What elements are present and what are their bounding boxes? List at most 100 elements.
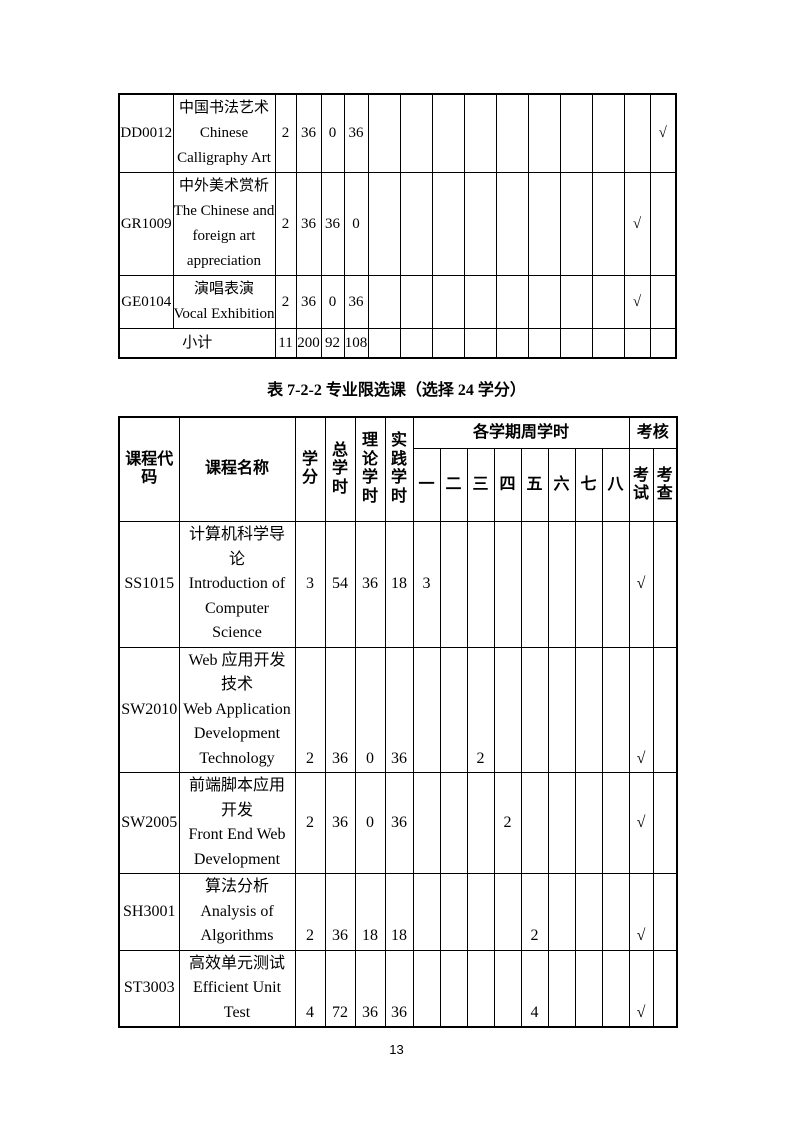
inspection-checkmark-cell [652,873,678,951]
exam-checkmark-cell: √ [628,949,654,1028]
course-row-DD0012: DD0012 中国书法艺术 Chinese Calligraphy Art 2 … [118,93,677,173]
header-semester-row: 一 二 三 四 五 六 七 八 考 试 考 查 [119,448,678,522]
practice-hours-cell: 0 [343,172,369,276]
subtotal-sem-3-cell [431,328,465,358]
sem-3-cell [466,521,495,648]
sem-5-cell: 4 [520,949,549,1028]
sem-5-cell [495,93,529,173]
sem-3-cell [431,172,465,276]
course-name-cell: 算法分析 Analysis of Algorithms [178,873,296,951]
header-sem-7: 七 [574,448,603,522]
header-course-name: 课程名称 [178,416,296,522]
sem-8-cell [601,949,630,1028]
sem-6-cell [527,93,561,173]
course-name-cell: 前端脚本应用 开发 Front End Web Development [178,772,296,874]
inspection-checkmark-cell: √ [649,93,677,173]
header-sem-6: 六 [547,448,576,522]
sem-6-cell [527,172,561,276]
sem-1-cell [367,93,401,173]
credits-cell: 4 [294,949,326,1028]
course-row-SW2005: SW2005 前端脚本应用 开发 Front End Web Developme… [118,772,678,874]
course-row-SS1015: SS1015 计算机科学导 论 Introduction of Computer… [118,521,678,648]
sem-2-cell [439,949,468,1028]
sem-3-cell [431,275,465,329]
inspection-checkmark-cell [649,275,677,329]
theory-hours-cell: 0 [354,772,386,874]
subtotal-label: 小计 [118,328,276,358]
sem-2-cell [439,646,468,773]
sem-6-cell [547,521,576,648]
header-sem-1: 一 [412,448,441,522]
subtotal-exam-cell [623,328,651,358]
practice-hours-cell: 36 [343,275,369,329]
sem-7-cell [574,873,603,951]
credits-cell: 2 [294,873,326,951]
course-code-cell: GE0104 [118,275,174,329]
theory-hours-cell: 0 [320,93,345,173]
sem-1-cell [412,646,441,773]
sem-7-cell [559,93,593,173]
theory-hours-cell: 36 [354,949,386,1028]
sem-5-cell [520,646,549,773]
practice-hours-cell: 36 [384,772,414,874]
sem-3-cell [466,949,495,1028]
sem-6-cell [547,949,576,1028]
sem-2-cell [439,521,468,648]
practice-hours-cell: 36 [384,646,414,773]
sem-6-cell [547,873,576,951]
course-code-cell: DD0012 [118,93,174,173]
course-row-SH3001: SH3001 算法分析 Analysis of Algorithms 2 36 … [118,873,678,951]
sem-4-cell [493,873,522,951]
sem-7-cell [559,275,593,329]
course-name-cell: Web 应用开发 技术 Web Application Development … [178,646,296,773]
course-code-cell: SH3001 [118,873,180,951]
total-hours-cell: 36 [295,275,322,329]
credits-cell: 2 [294,772,326,874]
subtotal-row: 小计 11 200 92 108 [118,328,677,358]
course-row-ST3003: ST3003 高效单元测试 Efficient Unit Test 4 72 3… [118,949,678,1028]
total-hours-cell: 36 [324,772,356,874]
credits-cell: 2 [274,275,297,329]
header-sem-8: 八 [601,448,630,522]
inspection-checkmark-cell [652,949,678,1028]
header-total-hours: 总 学 时 [324,416,356,522]
sem-6-cell [527,275,561,329]
total-hours-cell: 36 [324,646,356,773]
total-hours-cell: 36 [295,172,322,276]
table-7-2-2-title: 表 7-2-2 专业限选课（选择 24 学分） [267,381,526,399]
credits-cell: 3 [294,521,326,648]
header-course-code: 课程代 码 [118,416,180,522]
credits-cell: 2 [274,172,297,276]
exam-checkmark-cell: √ [628,772,654,874]
subtotal-sem-7-cell [559,328,593,358]
sem-4-cell [493,521,522,648]
header-inspection: 考 查 [652,448,678,522]
subtotal-sem-5-cell [495,328,529,358]
course-code-cell: SS1015 [118,521,180,648]
exam-checkmark-cell: √ [623,172,651,276]
sem-5-cell [520,521,549,648]
page-number: 13 [389,1042,404,1057]
course-row-SW2010: SW2010 Web 应用开发 技术 Web Application Devel… [118,646,678,773]
exam-checkmark-cell: √ [628,646,654,773]
sem-3-cell [466,772,495,874]
header-practice-hours: 实 践 学 时 [384,416,414,522]
sem-1-cell: 3 [412,521,441,648]
course-row-GE0104: GE0104 演唱表演 Vocal Exhibition 2 36 0 36 √ [118,275,677,329]
sem-8-cell [601,521,630,648]
sem-4-cell [493,646,522,773]
header-theory-hours: 理 论 学 时 [354,416,386,522]
sem-1-cell [412,772,441,874]
subtotal-sem-1-cell [367,328,401,358]
course-name-cell: 计算机科学导 论 Introduction of Computer Scienc… [178,521,296,648]
header-exam: 考 试 [628,448,654,522]
header-sem-5: 五 [520,448,549,522]
exam-checkmark-cell: √ [623,275,651,329]
sem-3-cell: 2 [466,646,495,773]
subtotal-theory-hours: 92 [320,328,345,358]
header-sem-4: 四 [493,448,522,522]
sem-2-cell [399,275,433,329]
table2-body: SS1015 计算机科学导 论 Introduction of Computer… [118,521,678,1028]
exam-checkmark-cell [623,93,651,173]
inspection-checkmark-cell [652,521,678,648]
